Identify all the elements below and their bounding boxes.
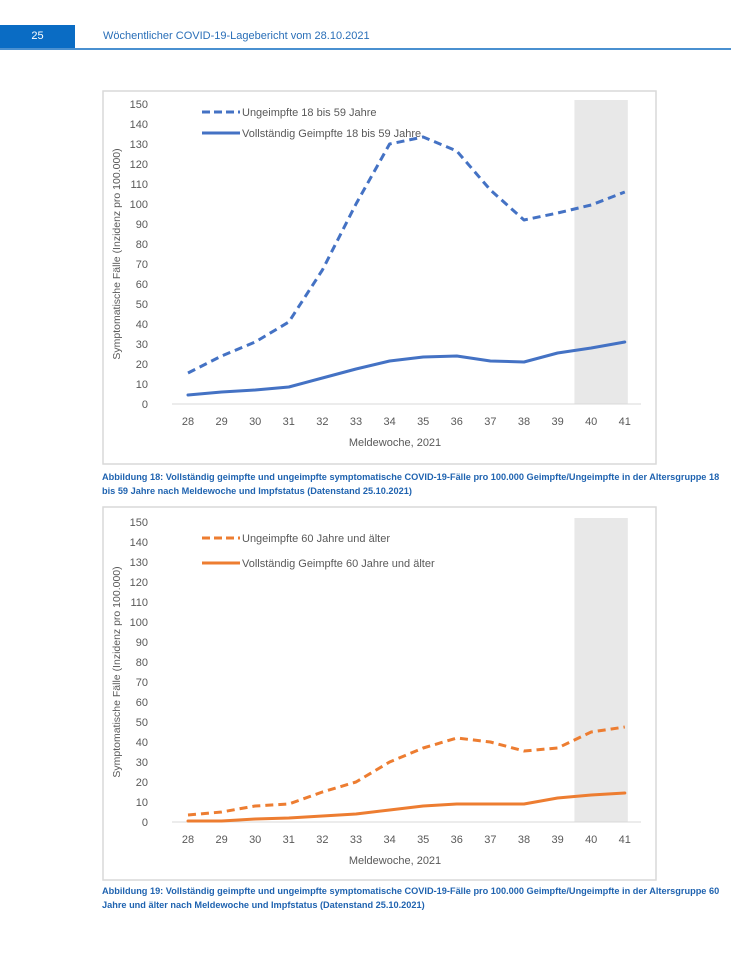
x-tick-label: 31 (283, 834, 295, 846)
legend-label: Vollständig Geimpfte 60 Jahre und älter (242, 558, 435, 570)
y-tick-label: 130 (130, 139, 148, 151)
chart-60-plus: 0 10 20 30 40 50 60 70 80 90 100 110 120 130 140 150 28 2… (102, 506, 657, 881)
x-tick-label: 37 (484, 416, 496, 428)
y-tick-label: 90 (136, 219, 148, 231)
y-tick-label: 110 (130, 179, 148, 191)
x-tick-label: 28 (182, 834, 194, 846)
series-line-vaccinated (186, 791, 627, 823)
x-tick-label: 34 (383, 834, 395, 846)
x-tick-label: 36 (451, 416, 463, 428)
x-tick-label: 30 (249, 416, 261, 428)
y-axis-title: Symptomatische Fälle (Inzidenz pro 100.0… (111, 566, 123, 777)
y-axis-title: Symptomatische Fälle (Inzidenz pro 100.0… (111, 148, 123, 359)
y-tick-label: 30 (136, 339, 148, 351)
y-tick-label: 90 (136, 637, 148, 649)
y-tick-label: 0 (142, 817, 148, 829)
y-tick-label: 70 (136, 259, 148, 271)
x-tick-label: 32 (316, 416, 328, 428)
y-tick-label: 110 (130, 597, 148, 609)
legend-label: Vollständig Geimpfte 18 bis 59 Jahre (242, 128, 421, 140)
y-tick-label: 140 (130, 537, 148, 549)
chart-18-59: 0 10 20 30 40 50 60 70 80 90 100 110 120 130 140 150 28 2… (102, 90, 657, 465)
y-tick-label: 100 (130, 199, 148, 211)
x-tick-label: 30 (249, 834, 261, 846)
y-tick-label: 120 (130, 159, 148, 171)
x-tick-label: 35 (417, 834, 429, 846)
y-tick-label: 140 (130, 119, 148, 131)
y-tick-label: 150 (130, 99, 148, 111)
x-tick-label: 41 (619, 416, 631, 428)
y-tick-label: 40 (136, 319, 148, 331)
x-tick-label: 29 (215, 834, 227, 846)
y-tick-label: 50 (136, 299, 148, 311)
report-title: Wöchentlicher COVID-19-Lagebericht vom 2… (103, 30, 370, 42)
figure-19-caption: Abbildung 19: Vollständig geimpfte und u… (102, 886, 720, 910)
shaded-incomplete-weeks (574, 518, 628, 822)
x-tick-label: 29 (215, 416, 227, 428)
y-tick-label: 60 (136, 697, 148, 709)
x-tick-label: 34 (383, 416, 395, 428)
series-line-vaccinated (186, 340, 627, 397)
x-tick-label: 31 (283, 416, 295, 428)
y-tick-label: 10 (136, 797, 148, 809)
x-tick-label: 41 (619, 834, 631, 846)
figure-18-caption: Abbildung 18: Vollständig geimpfte und u… (102, 472, 720, 496)
y-tick-label: 0 (142, 399, 148, 411)
x-tick-label: 33 (350, 834, 362, 846)
y-tick-label: 20 (136, 359, 148, 371)
x-tick-label: 40 (585, 416, 597, 428)
y-tick-label: 70 (136, 677, 148, 689)
y-tick-label: 80 (136, 239, 148, 251)
y-tick-label: 130 (130, 557, 148, 569)
y-tick-label: 40 (136, 737, 148, 749)
y-tick-label: 10 (136, 379, 148, 391)
series-line-unvaccinated (187, 725, 626, 817)
y-tick-label: 120 (130, 577, 148, 589)
x-tick-label: 33 (350, 416, 362, 428)
header-divider (0, 48, 731, 50)
y-tick-label: 100 (130, 617, 148, 629)
chart-frame (102, 90, 657, 465)
x-axis-title: Meldewoche, 2021 (349, 437, 441, 449)
legend-label: Ungeimpfte 18 bis 59 Jahre (242, 107, 377, 119)
x-tick-label: 36 (451, 834, 463, 846)
x-tick-label: 28 (182, 416, 194, 428)
series-line-unvaccinated (187, 135, 626, 375)
y-tick-label: 50 (136, 717, 148, 729)
y-tick-label: 60 (136, 279, 148, 291)
x-axis-title: Meldewoche, 2021 (349, 855, 441, 867)
page-number-badge: 25 (0, 25, 75, 48)
y-tick-label: 80 (136, 657, 148, 669)
y-tick-label: 20 (136, 777, 148, 789)
x-tick-label: 35 (417, 416, 429, 428)
x-tick-label: 32 (316, 834, 328, 846)
y-tick-label: 30 (136, 757, 148, 769)
legend-label: Ungeimpfte 60 Jahre und älter (242, 533, 390, 545)
y-tick-label: 150 (130, 517, 148, 529)
x-tick-label: 37 (484, 834, 496, 846)
chart-frame (102, 506, 657, 881)
x-tick-label: 39 (551, 834, 563, 846)
x-tick-label: 39 (551, 416, 563, 428)
shaded-incomplete-weeks (574, 100, 628, 404)
x-tick-label: 38 (518, 416, 530, 428)
x-tick-label: 40 (585, 834, 597, 846)
x-tick-label: 38 (518, 834, 530, 846)
